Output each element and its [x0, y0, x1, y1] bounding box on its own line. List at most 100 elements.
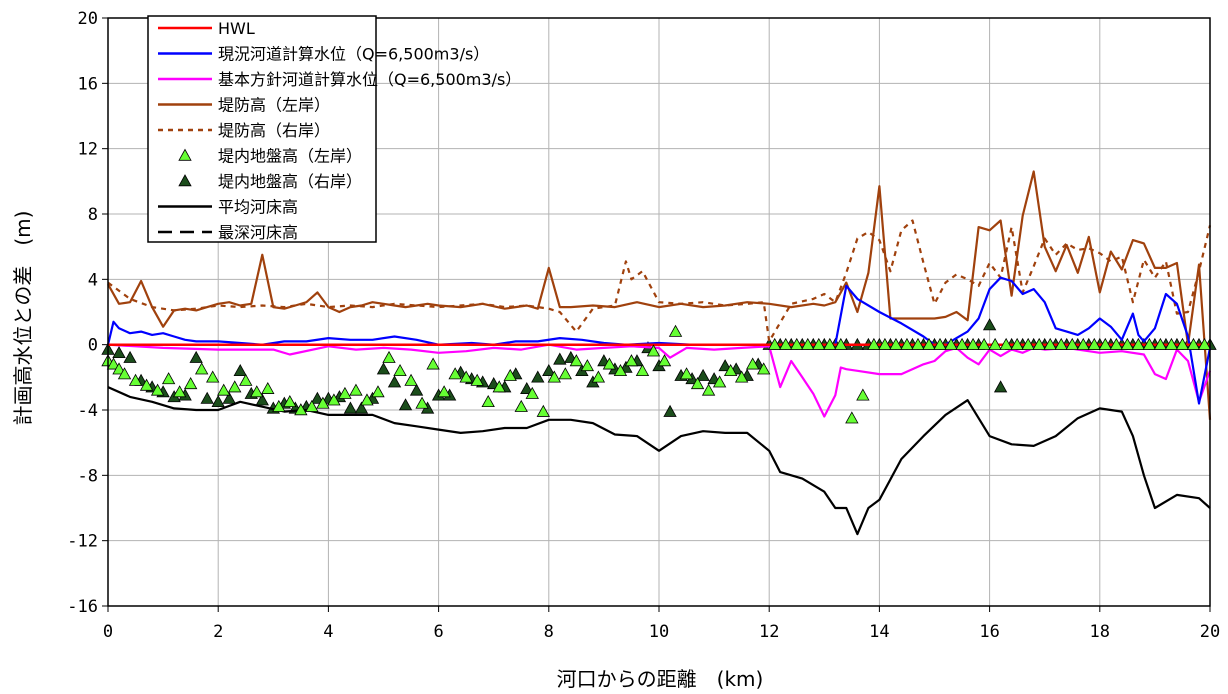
data-point: [993, 380, 1008, 393]
data-point: [1054, 337, 1068, 350]
data-point: [679, 367, 694, 380]
data-point: [591, 370, 606, 383]
y-tick-label: -12: [67, 532, 98, 552]
data-point: [1087, 337, 1101, 350]
legend-label: 堤内地盤高（右岸）: [218, 172, 362, 191]
data-point: [371, 385, 385, 398]
series-2-line: [107, 343, 1212, 418]
data-point: [1043, 337, 1057, 350]
data-point: [922, 337, 936, 350]
data-point: [536, 404, 550, 417]
data-point: [206, 370, 220, 383]
data-point: [757, 362, 771, 375]
data-point: [117, 367, 132, 380]
data-point: [343, 401, 358, 414]
data-point: [222, 391, 236, 404]
data-point: [613, 363, 628, 377]
y-tick-label: -16: [67, 597, 98, 617]
data-point: [531, 370, 545, 383]
x-tick-label: 12: [759, 622, 779, 642]
data-point: [999, 337, 1013, 350]
data-point: [1076, 337, 1090, 350]
data-point: [139, 378, 154, 391]
data-point: [194, 362, 209, 375]
y-tick-label: 8: [88, 205, 98, 225]
data-point: [338, 386, 352, 399]
data-point: [801, 337, 815, 350]
data-point: [393, 363, 407, 377]
y-tick-label: 0: [88, 336, 98, 356]
legend-label: 堤防高（右岸）: [218, 121, 330, 140]
data-point: [745, 357, 760, 370]
data-point: [404, 373, 418, 386]
data-point: [172, 385, 187, 398]
data-point: [161, 372, 176, 385]
data-point: [200, 391, 214, 404]
x-tick-label: 2: [213, 622, 223, 642]
legend-label: 最深河床高: [218, 223, 298, 242]
data-point: [112, 346, 126, 359]
legend-marker: [178, 174, 192, 187]
data-point: [790, 337, 804, 350]
data-point: [470, 373, 484, 386]
data-point: [387, 375, 402, 388]
legend-label: 堤内地盤高（左岸）: [218, 147, 362, 166]
data-point: [977, 337, 991, 350]
data-point: [624, 354, 639, 367]
data-point: [696, 368, 710, 381]
data-point: [823, 337, 837, 350]
data-point: [360, 393, 374, 406]
data-point: [933, 337, 947, 350]
data-point: [272, 399, 286, 412]
data-point: [239, 373, 253, 386]
data-point: [712, 375, 727, 388]
axis-ticks: 0 2 4 6 8 10 12 14 16 18 20 -16 -12 -8 -4 0 4 8 12 16 20: [67, 9, 1220, 642]
data-point: [415, 396, 429, 409]
data-point: [558, 367, 573, 380]
x-axis-label: 河口からの距離 (km): [557, 667, 764, 691]
y-tick-label: 16: [78, 74, 98, 94]
data-point: [1021, 337, 1035, 350]
y-tick-label: -8: [78, 466, 98, 486]
data-point: [966, 337, 980, 350]
data-point: [283, 395, 297, 408]
data-point: [1186, 337, 1201, 350]
data-point: [845, 411, 859, 424]
data-point: [398, 398, 413, 411]
data-point: [569, 354, 584, 367]
data-point: [349, 383, 363, 396]
data-point: [128, 373, 143, 386]
data-point: [255, 393, 269, 406]
data-point: [228, 380, 242, 393]
data-point: [189, 350, 203, 363]
x-tick-label: 14: [869, 622, 889, 642]
data-point: [481, 395, 495, 408]
data-point: [354, 401, 369, 414]
data-point: [701, 383, 716, 396]
legend: HWL 現況河道計算水位（Q=6,500m3/s） 基本方針河道計算水位（Q=6,5…: [147, 15, 521, 243]
data-point: [1120, 337, 1135, 350]
data-point: [305, 399, 319, 412]
series-5-markers: [101, 324, 1212, 424]
legend-label: 平均河床高: [218, 198, 298, 217]
x-tick-label: 4: [323, 622, 333, 642]
series-3-line: [107, 170, 1212, 420]
data-point: [1010, 337, 1024, 350]
data-point: [1164, 337, 1179, 350]
data-point: [211, 395, 225, 408]
data-point: [580, 359, 595, 372]
data-point: [723, 363, 738, 377]
data-point: [547, 370, 561, 383]
data-point: [1065, 337, 1079, 350]
data-point: [437, 385, 451, 398]
data-point: [150, 383, 165, 396]
data-point: [426, 357, 440, 370]
data-point: [856, 388, 870, 401]
data-point: [812, 337, 826, 350]
data-point: [514, 399, 528, 412]
legend-label: 現況河道計算水位（Q=6,500m3/s）: [218, 45, 489, 64]
data-point: [944, 337, 958, 350]
data-point: [646, 344, 661, 357]
data-point: [261, 381, 275, 394]
data-point: [1175, 337, 1190, 350]
